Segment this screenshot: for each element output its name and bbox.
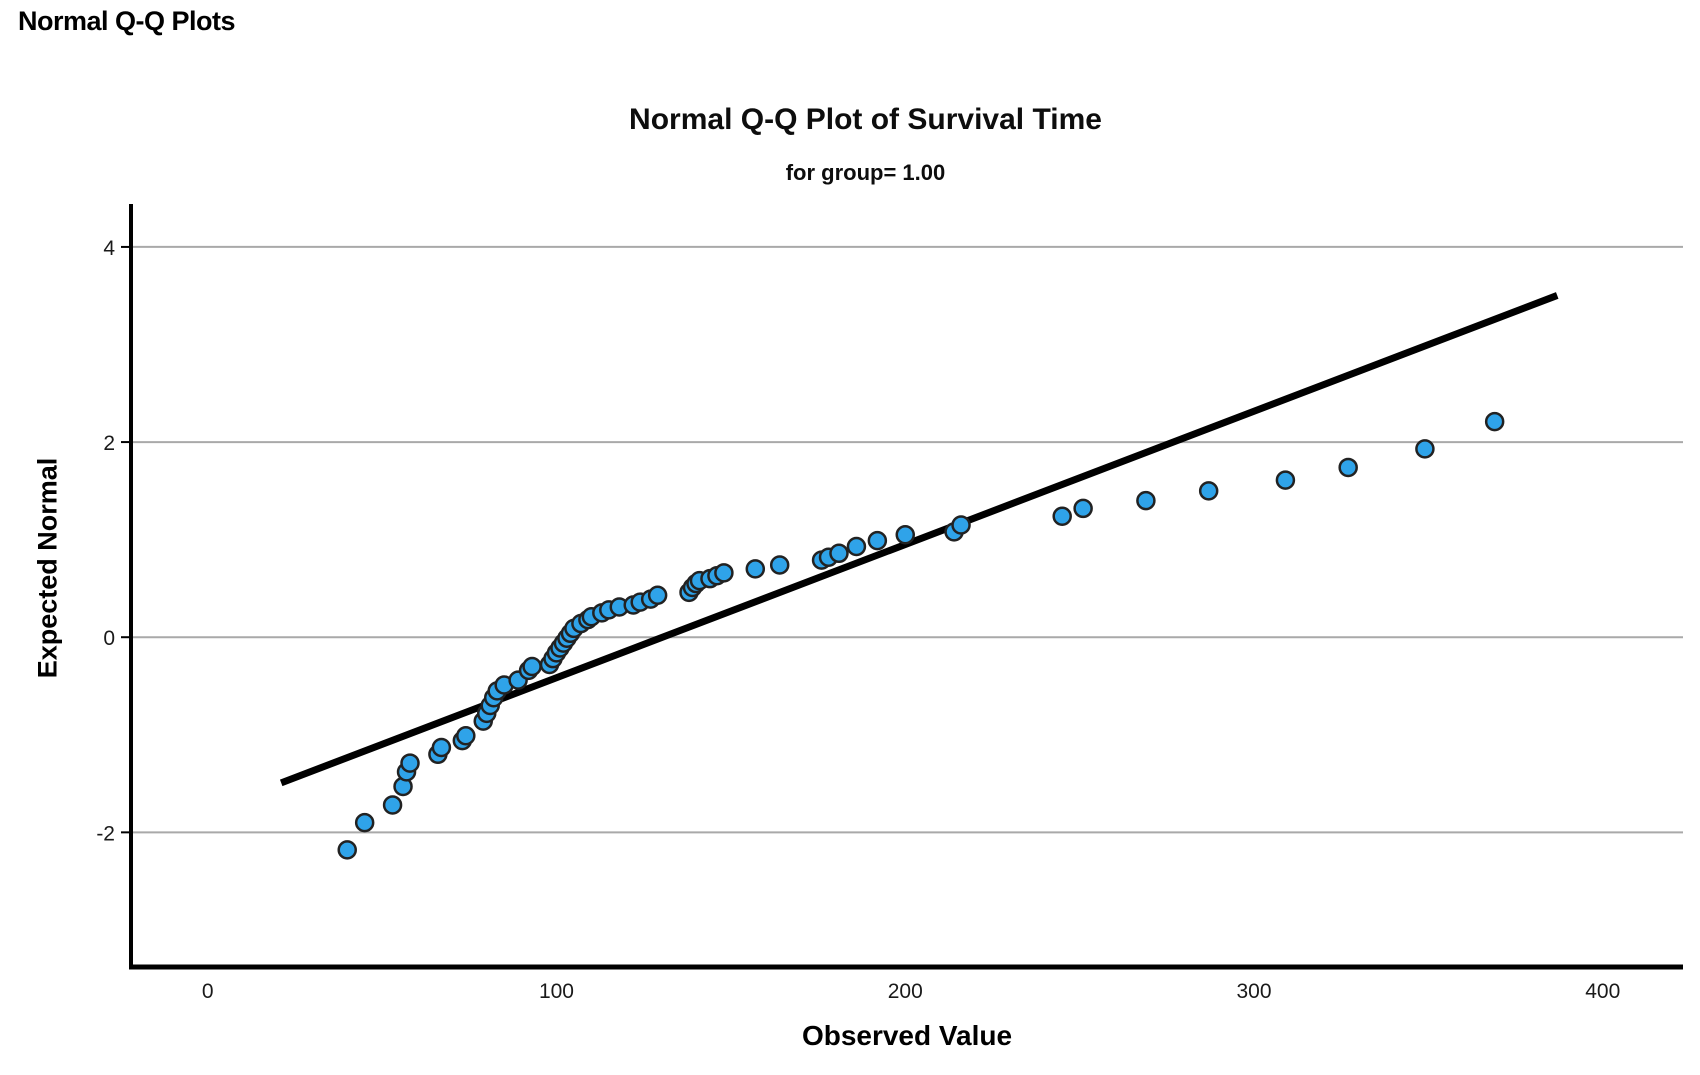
x-tick-label-300: 300 — [1236, 980, 1271, 1003]
data-point — [1338, 457, 1358, 478]
data-point — [337, 840, 357, 860]
data-point — [400, 753, 420, 773]
data-point — [1073, 498, 1093, 519]
data-point — [456, 726, 476, 746]
data-point — [1198, 481, 1219, 501]
data-point — [745, 559, 766, 579]
data-point — [647, 585, 668, 606]
data-point — [1052, 506, 1072, 526]
data-point — [951, 515, 971, 535]
x-axis-title: Observed Value — [801, 1020, 1013, 1051]
y-tick-label-0: 0 — [103, 627, 115, 650]
x-tick-label-400: 400 — [1585, 980, 1620, 1003]
y-tick-label-4: 4 — [103, 237, 115, 260]
chart-subtitle: for group= 1.00 — [785, 160, 946, 185]
data-point — [1275, 470, 1296, 490]
data-point — [1415, 439, 1435, 459]
data-point — [431, 737, 452, 758]
x-tick-label-100: 100 — [539, 980, 574, 1003]
data-point — [354, 812, 375, 833]
data-point — [829, 543, 849, 564]
y-tick-label-2: 2 — [103, 432, 115, 455]
data-point — [867, 530, 888, 551]
page-title: Normal Q-Q Plots — [18, 6, 236, 36]
y-tick-label--2: -2 — [96, 822, 115, 845]
y-axis-title: Expected Normal — [32, 457, 63, 679]
data-point — [769, 555, 790, 575]
data-point — [895, 525, 916, 545]
x-tick-label-0: 0 — [202, 980, 214, 1003]
x-tick-label-200: 200 — [888, 980, 923, 1003]
data-point — [1136, 490, 1156, 511]
data-point — [522, 656, 542, 677]
chart-title: Normal Q-Q Plot of Survival Time — [629, 103, 1102, 136]
data-point — [1484, 411, 1505, 432]
data-point — [714, 563, 734, 583]
data-point — [846, 536, 867, 557]
data-point — [382, 795, 403, 815]
normal-reference-line — [279, 292, 1559, 787]
